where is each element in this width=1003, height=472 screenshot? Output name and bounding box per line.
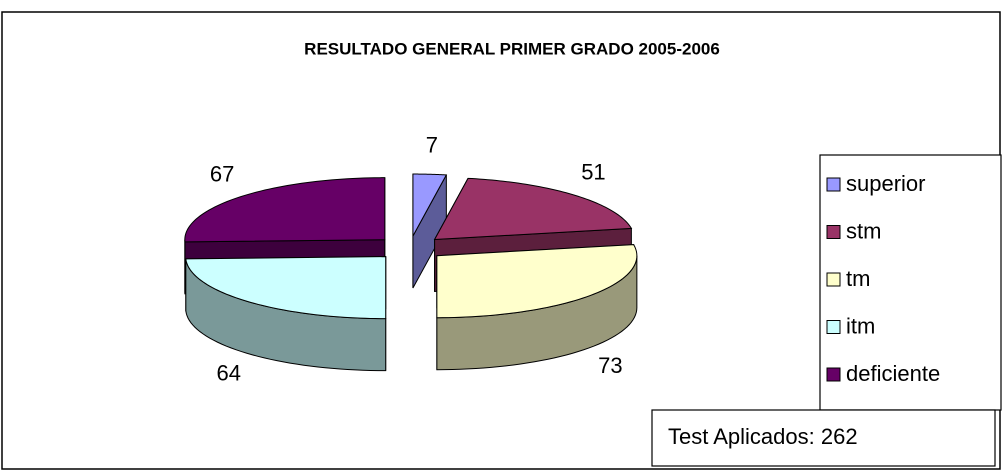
data-label: 51 <box>581 160 605 185</box>
slice-group <box>185 256 387 372</box>
data-label: 67 <box>210 161 234 186</box>
slice-group <box>436 244 638 371</box>
slice <box>433 177 633 241</box>
data-label: 73 <box>598 353 622 378</box>
legend-box <box>819 154 1002 411</box>
legend-swatch <box>826 177 841 192</box>
legend-swatch <box>826 272 841 287</box>
legend-label: deficiente <box>846 361 940 386</box>
slice <box>412 173 448 237</box>
annotation: Test Aplicados: 262 <box>668 424 858 449</box>
slice <box>185 256 387 320</box>
legend-swatch <box>826 320 841 334</box>
slice-group <box>412 173 448 289</box>
legend-label: tm <box>846 266 870 291</box>
slice <box>184 177 386 243</box>
slice <box>436 244 638 319</box>
legend-label: itm <box>846 313 875 338</box>
chart-title: RESULTADO GENERAL PRIMER GRADO 2005-2006 <box>304 39 720 58</box>
legend-label: superior <box>846 171 925 196</box>
legend-swatch <box>826 367 841 382</box>
legend-swatch <box>826 225 841 239</box>
legend-label: stm <box>846 218 881 243</box>
data-label: 7 <box>426 132 438 157</box>
annotation-box <box>651 409 996 467</box>
data-label: 64 <box>217 361 241 386</box>
